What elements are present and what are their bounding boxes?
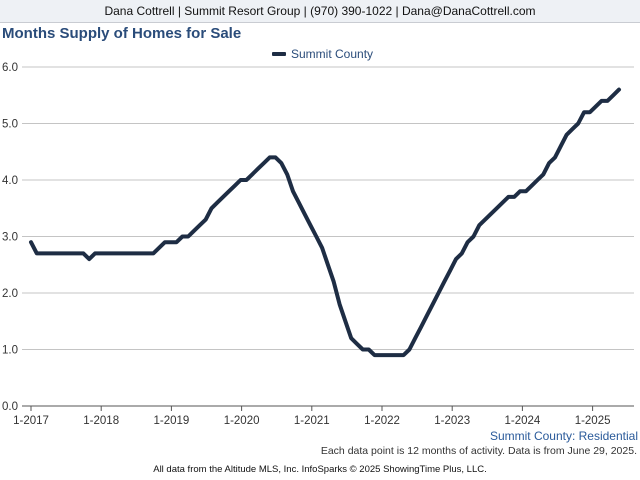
legend-swatch [272,52,286,56]
contact-text: Dana Cottrell | Summit Resort Group | (9… [104,4,536,18]
series-line-summit-county [29,87,621,358]
chart-legend: Summit County [272,47,373,61]
x-tick-label: 1-2017 [13,415,49,427]
x-tick-label: 1-2019 [153,415,189,427]
legend-label: Summit County [291,47,374,61]
x-tick-label: 1-2022 [364,415,400,427]
contact-header-bar: Dana Cottrell | Summit Resort Group | (9… [0,0,640,23]
y-tick-label: 3.0 [2,232,18,244]
x-tick-label: 1-2021 [294,415,330,427]
y-tick-label: 5.0 [2,119,18,131]
y-tick-label: 1.0 [2,345,18,357]
source-footer: All data from the Altitude MLS, Inc. Inf… [153,464,487,475]
x-tick-label: 1-2018 [83,415,119,427]
x-tick-label: 1-2020 [224,415,260,427]
y-tick-label: 6.0 [2,62,18,74]
x-tick-label: 1-2024 [504,415,540,427]
data-note: Each data point is 12 months of activity… [320,445,637,457]
x-tick-label: 1-2025 [575,415,611,427]
chart-subtitle: Summit County: Residential [489,429,638,443]
x-tick-label: 1-2023 [434,415,470,427]
y-tick-label: 4.0 [2,175,18,187]
y-tick-label: 0.0 [2,401,18,413]
y-tick-label: 2.0 [2,288,18,300]
chart-title: Months Supply of Homes for Sale [2,25,242,42]
